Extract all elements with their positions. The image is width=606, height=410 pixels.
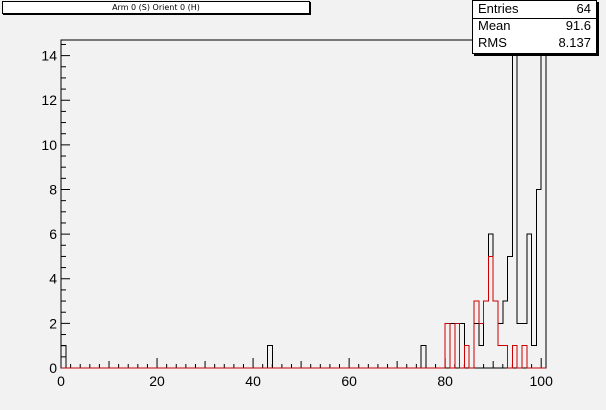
x-tick-label: 100: [530, 373, 554, 389]
stats-separator: [473, 18, 596, 19]
histogram-bin-series-2: [464, 346, 469, 368]
histogram-bin-series-1: [541, 40, 546, 368]
histogram-bin-series-1: [479, 346, 484, 368]
histogram-series-1: [60, 39, 547, 369]
histogram-bin-series-1: [421, 346, 426, 368]
histogram-series-2: [61, 255, 546, 369]
histogram-bin-series-1: [267, 346, 272, 368]
x-tick-label: 20: [149, 373, 165, 389]
histogram-bin-series-2: [512, 346, 517, 368]
stats-mean-label: Mean: [478, 18, 511, 33]
x-tick-label: 60: [341, 373, 357, 389]
y-tick-label: 4: [49, 271, 57, 287]
y-tick-label: 10: [41, 137, 57, 153]
histogram-bin-series-2: [455, 323, 460, 368]
x-tick-label: 40: [245, 373, 261, 389]
y-tick-label: 2: [49, 315, 57, 331]
histogram-bin-series-1: [488, 234, 493, 368]
histogram-bin-series-1: [445, 323, 450, 368]
x-tick-label: 0: [57, 373, 65, 389]
stats-mean-row: Mean 91.6: [478, 18, 591, 34]
stats-box: Entries 64 Mean 91.6 RMS 8.137: [472, 0, 597, 54]
stats-rms-label: RMS: [478, 35, 507, 50]
histogram-bin-series-1: [508, 256, 513, 368]
histogram-bin-series-1: [450, 323, 455, 368]
x-tick-label: 80: [437, 373, 453, 389]
histogram-bin-series-1: [536, 189, 541, 368]
histogram-bin-series-1: [460, 323, 465, 368]
histogram-bin-series-1: [512, 56, 517, 368]
histogram-bin-series-2: [522, 346, 527, 368]
histogram-bin-series-1: [474, 323, 479, 368]
histogram-bin-series-1: [503, 301, 508, 368]
histogram-bin-series-2: [484, 301, 489, 368]
histogram-bin-series-2: [503, 346, 508, 368]
series-layer: [60, 39, 547, 369]
histogram-bin-series-1: [527, 234, 532, 368]
histogram-bin-series-1: [532, 346, 537, 368]
axes: 0 2 4 6 8 10 12 14 0 20 40 60 80 100: [41, 43, 554, 389]
y-tick-label: 8: [49, 181, 57, 197]
histogram-bin-series-2: [493, 301, 498, 368]
stats-entries-label: Entries: [478, 1, 519, 16]
histogram-bin-series-2: [445, 323, 450, 368]
y-tick-label: 14: [41, 48, 57, 64]
stats-mean-value: 91.6: [565, 18, 591, 33]
chart-title: Arm 0 (S) Orient 0 (H): [2, 1, 310, 14]
stats-rms-row: RMS 8.137: [478, 35, 591, 51]
stats-entries-row: Entries 64: [478, 1, 591, 17]
y-tick-label: 0: [49, 360, 57, 376]
histogram-bin-series-1: [464, 346, 469, 368]
histogram-bin-series-1: [493, 301, 498, 368]
stats-entries-value: 64: [576, 1, 591, 16]
histogram-bin-series-2: [498, 346, 503, 368]
histogram-bin-series-1: [517, 323, 522, 368]
histogram-bin-series-1: [484, 301, 489, 368]
y-tick-label: 12: [41, 92, 57, 108]
plot-frame: [60, 39, 547, 369]
y-tick-label: 6: [49, 226, 57, 242]
histogram-bin-series-2: [488, 256, 493, 368]
histogram-bin-series-2: [474, 301, 479, 368]
stats-rms-value: 8.137: [558, 35, 591, 50]
